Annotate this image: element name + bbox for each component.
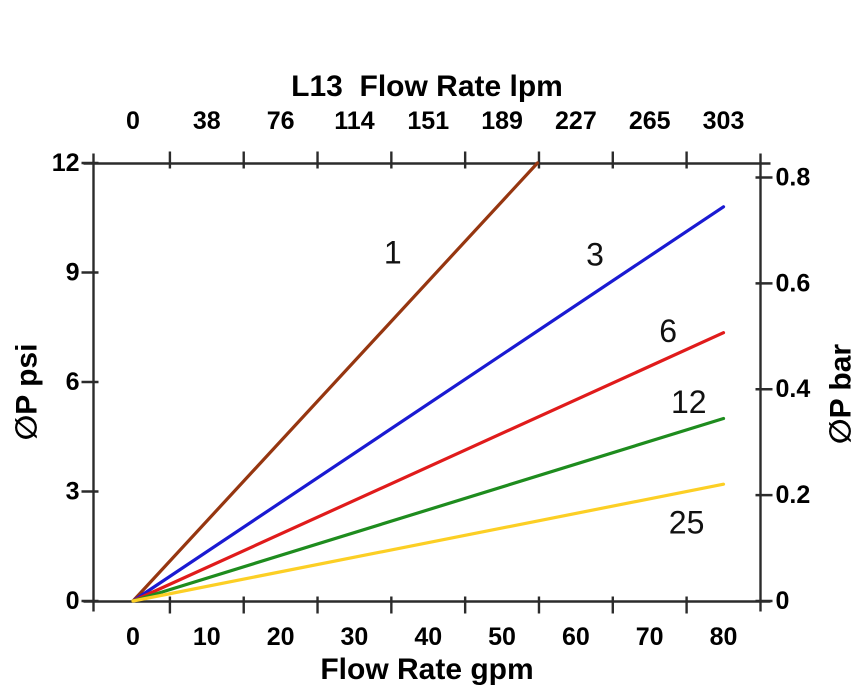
- right-axis-tick-label: 0.2: [776, 481, 811, 509]
- top-axis-tick-label: 0: [126, 107, 140, 135]
- series-label-3: 3: [586, 236, 604, 272]
- left-axis-tick-label: 6: [66, 368, 80, 396]
- bottom-axis-tick-label: 60: [562, 623, 590, 651]
- right-axis-tick-label: 0.6: [776, 269, 811, 297]
- series-line-12: [131, 416, 726, 603]
- bottom-axis-tick-label: 70: [636, 623, 664, 651]
- left-axis-tick-label: 3: [66, 478, 80, 506]
- top-axis-tick-label: 303: [703, 107, 745, 135]
- top-axis-tick-label: 76: [267, 107, 295, 135]
- series-label-6: 6: [659, 313, 677, 349]
- bottom-axis-tick-label: 40: [414, 623, 442, 651]
- top-axis-tick-label: 38: [193, 107, 221, 135]
- bottom-axis-tick-label: 20: [267, 623, 295, 651]
- bottom-axis-tick-label: 30: [341, 623, 369, 651]
- top-axis-tick-label: 114: [334, 107, 374, 135]
- series-line-6: [131, 331, 726, 603]
- left-axis-tick-label: 9: [66, 259, 80, 287]
- top-axis-title: L13 Flow Rate lpm: [291, 70, 563, 103]
- bottom-axis-tick-label: 80: [710, 623, 738, 651]
- top-axis-tick-label: 265: [629, 107, 671, 135]
- series-line-1: [131, 161, 540, 603]
- bottom-axis-tick-label: 10: [193, 623, 221, 651]
- top-axis-tick-label: 227: [555, 107, 597, 135]
- right-axis-tick-label: 0.4: [776, 375, 811, 403]
- bottom-axis-tick-label: 0: [126, 623, 140, 651]
- left-axis-tick-label: 0: [66, 587, 80, 615]
- right-axis-tick-label: 0: [776, 587, 790, 615]
- series-label-12: 12: [671, 384, 707, 420]
- series-label-1: 1: [384, 234, 402, 270]
- bottom-axis-title: Flow Rate gpm: [320, 653, 534, 686]
- series-line-3: [131, 205, 726, 603]
- top-axis-tick-label: 189: [481, 107, 523, 135]
- series-label-25: 25: [669, 505, 705, 541]
- left-axis-tick-label: 12: [52, 149, 80, 177]
- right-axis-tick-label: 0.8: [776, 163, 811, 191]
- bottom-axis-tick-label: 50: [488, 623, 516, 651]
- top-axis-tick-label: 151: [407, 107, 449, 135]
- series-line-25: [131, 482, 726, 603]
